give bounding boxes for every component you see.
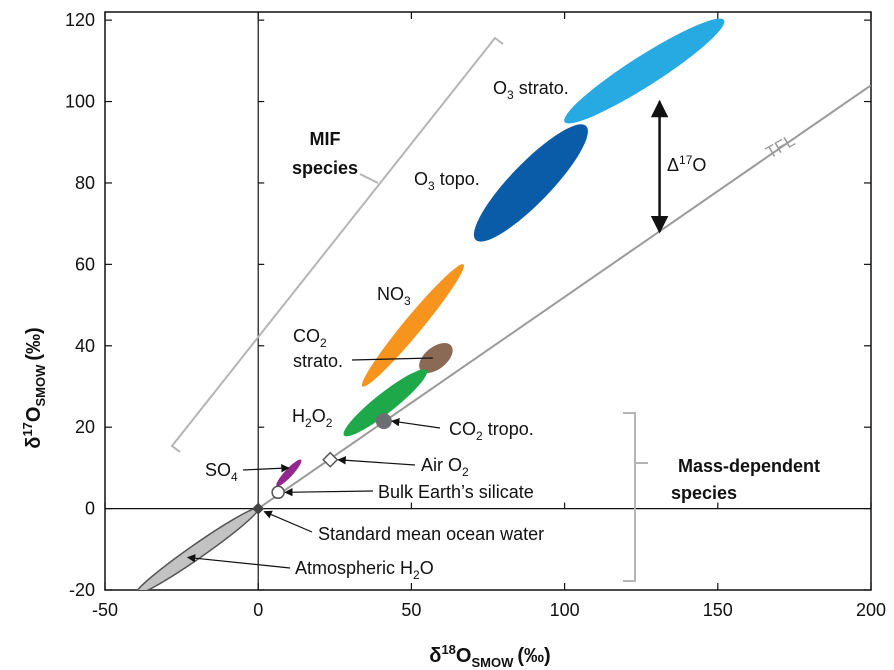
bulk-earth-point <box>271 485 285 500</box>
o3-strato-label: O3 strato. <box>493 78 569 102</box>
mif-species-label: MIF <box>310 129 341 149</box>
o3-topo-ellipse <box>473 124 588 242</box>
x-tick-label: 50 <box>401 600 421 620</box>
x-tick-label: 0 <box>253 600 263 620</box>
so4-leader <box>242 464 290 473</box>
no3-label: NO3 <box>377 284 411 308</box>
co2-tropo-label: CO2 tropo. <box>449 419 534 443</box>
o3-strato-ellipse <box>564 18 725 124</box>
mass-dependent-bracket <box>623 412 636 582</box>
air-o2-point <box>322 451 339 468</box>
smow-point <box>252 502 265 515</box>
annotation-layer <box>170 36 669 582</box>
y-axis-title: δ17OSMOW(‰) <box>20 327 48 448</box>
y-tick-label: 100 <box>65 92 95 112</box>
x-tick-label: 200 <box>856 600 886 620</box>
mass-dependent-label: Mass-dependent <box>678 456 820 476</box>
y-tick-label: 120 <box>65 10 95 30</box>
y-tick-label: 40 <box>75 336 95 356</box>
atm-h2o-leader <box>186 554 291 569</box>
mif-bracket <box>170 36 504 453</box>
no3-ellipse <box>361 264 464 387</box>
co2-strato-label-2: strato. <box>293 351 343 371</box>
smow-label: Standard mean ocean water <box>318 524 544 544</box>
y-tick-label: 80 <box>75 173 95 193</box>
y-tick-label: 20 <box>75 417 95 437</box>
co2-strato-leader <box>351 357 433 361</box>
co2-strato-label: CO2 <box>293 326 327 350</box>
smow-leader <box>263 510 313 533</box>
air-o2-leader <box>337 456 416 466</box>
o3-topo-label: O3 topo. <box>414 169 480 193</box>
x-axis-title: δ18OSMOW (‰) <box>429 642 550 670</box>
h2o2-ellipse <box>343 369 428 437</box>
x-tick-label: -50 <box>92 600 118 620</box>
mif-species-label-2: species <box>292 158 358 178</box>
bulk-earth-label: Bulk Earth’s silicate <box>378 482 534 502</box>
co2-strato-ellipse <box>419 343 453 373</box>
delta17o-label: Δ17O <box>667 153 706 175</box>
x-tick-label: 100 <box>550 600 580 620</box>
series-layer <box>134 18 871 590</box>
mif-bracket-pointer <box>359 173 379 184</box>
atm-h2o-ellipse <box>134 507 260 590</box>
y-tick-label: 60 <box>75 254 95 274</box>
y-tick-label: 0 <box>85 499 95 519</box>
x-tick-label: 150 <box>703 600 733 620</box>
axes-layer: -50 0 50 100 150 200 -20 0 20 40 60 80 100 120 <box>65 10 886 620</box>
h2o2-label: H2O2 <box>292 406 333 430</box>
so4-ellipse <box>276 459 302 487</box>
mass-dependent-label-2: species <box>671 483 737 503</box>
y-tick-label: -20 <box>69 580 95 600</box>
co2-tropo-leader <box>390 417 441 429</box>
plot-frame <box>104 11 872 591</box>
so4-label: SO4 <box>205 460 238 484</box>
bulk-earth-leader <box>284 487 374 497</box>
co2-tropo-point <box>375 413 392 430</box>
air-o2-label: Air O2 <box>421 455 469 479</box>
atm-h2o-label: Atmospheric H2O <box>295 558 434 582</box>
